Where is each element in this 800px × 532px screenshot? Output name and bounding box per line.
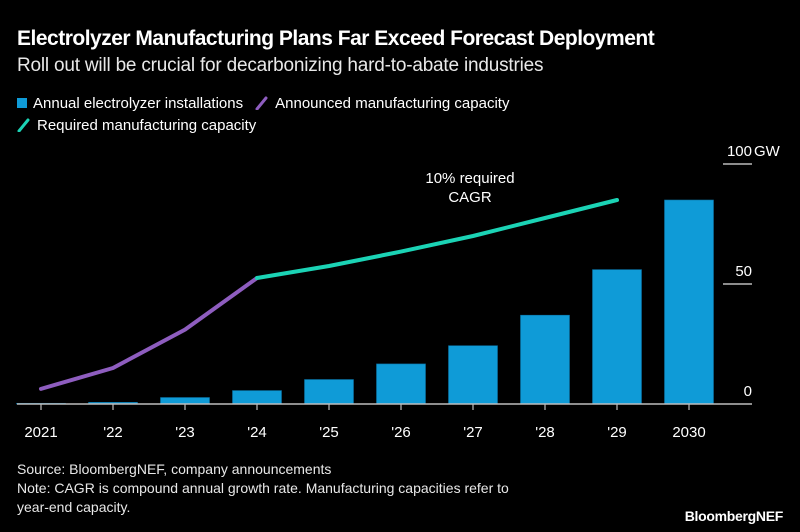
note-line-2: year-end capacity. <box>17 499 131 515</box>
bar-6 <box>448 345 498 405</box>
bar-4 <box>304 379 354 405</box>
x-tick-label: '28 <box>535 424 555 441</box>
footer-notes: Source: BloombergNEF, company announceme… <box>17 460 509 517</box>
x-tick-label: '26 <box>391 424 411 441</box>
x-tick-label: '23 <box>175 424 195 441</box>
legend-label: Annual electrolyzer installations <box>33 94 244 112</box>
bar-5 <box>376 363 426 405</box>
lines-group <box>39 198 619 391</box>
note-line-1: Note: CAGR is compound annual growth rat… <box>17 480 509 496</box>
brand-logo: BloombergNEF <box>684 508 784 524</box>
bar-2 <box>160 397 210 405</box>
legend-swatch-required <box>17 118 30 132</box>
legend-item-required: Required manufacturing capacity <box>17 117 256 134</box>
bar-3 <box>232 390 282 405</box>
chart-title: Electrolyzer Manufacturing Plans Far Exc… <box>17 27 655 50</box>
line-announced-manufacturing-capacity <box>39 276 259 391</box>
bar-7 <box>520 314 570 405</box>
x-axis: 2021 '22 '23 '24 '25 '26 '27 '28 '29 2030 <box>17 403 752 441</box>
legend: Annual electrolyzer installations Announ… <box>17 92 521 136</box>
y-tick-label: 50 <box>735 263 752 280</box>
legend-label: Announced manufacturing capacity <box>275 94 510 112</box>
source-note: Source: BloombergNEF, company announceme… <box>17 461 332 477</box>
x-tick-label: '29 <box>607 424 627 441</box>
legend-swatch-announced <box>255 96 268 110</box>
legend-item-installations: Annual electrolyzer installations <box>17 95 243 112</box>
x-tick-label: 2030 <box>672 424 705 441</box>
x-tick-label: '25 <box>319 424 339 441</box>
cagr-annotation-line2: CAGR <box>448 189 492 206</box>
bar-8 <box>592 269 642 405</box>
y-tick-label: 0 <box>744 383 752 400</box>
chart-subtitle: Roll out will be crucial for decarbonizi… <box>17 55 544 76</box>
line-required-manufacturing-capacity <box>255 198 619 280</box>
x-tick-label: '22 <box>103 424 123 441</box>
bar-9 <box>664 199 714 405</box>
y-axis: 0 50 100 GW <box>723 143 781 400</box>
legend-label: Required manufacturing capacity <box>37 116 257 134</box>
x-tick-label: '24 <box>247 424 267 441</box>
y-unit-label: GW <box>754 143 781 160</box>
legend-swatch-installations <box>17 98 27 108</box>
cagr-annotation-line1: 10% required <box>425 170 514 187</box>
bars-group <box>16 199 714 405</box>
y-tick-label: 100 <box>727 143 752 160</box>
x-tick-label: 2021 <box>24 424 57 441</box>
x-tick-label: '27 <box>463 424 483 441</box>
legend-item-announced: Announced manufacturing capacity <box>255 95 509 112</box>
